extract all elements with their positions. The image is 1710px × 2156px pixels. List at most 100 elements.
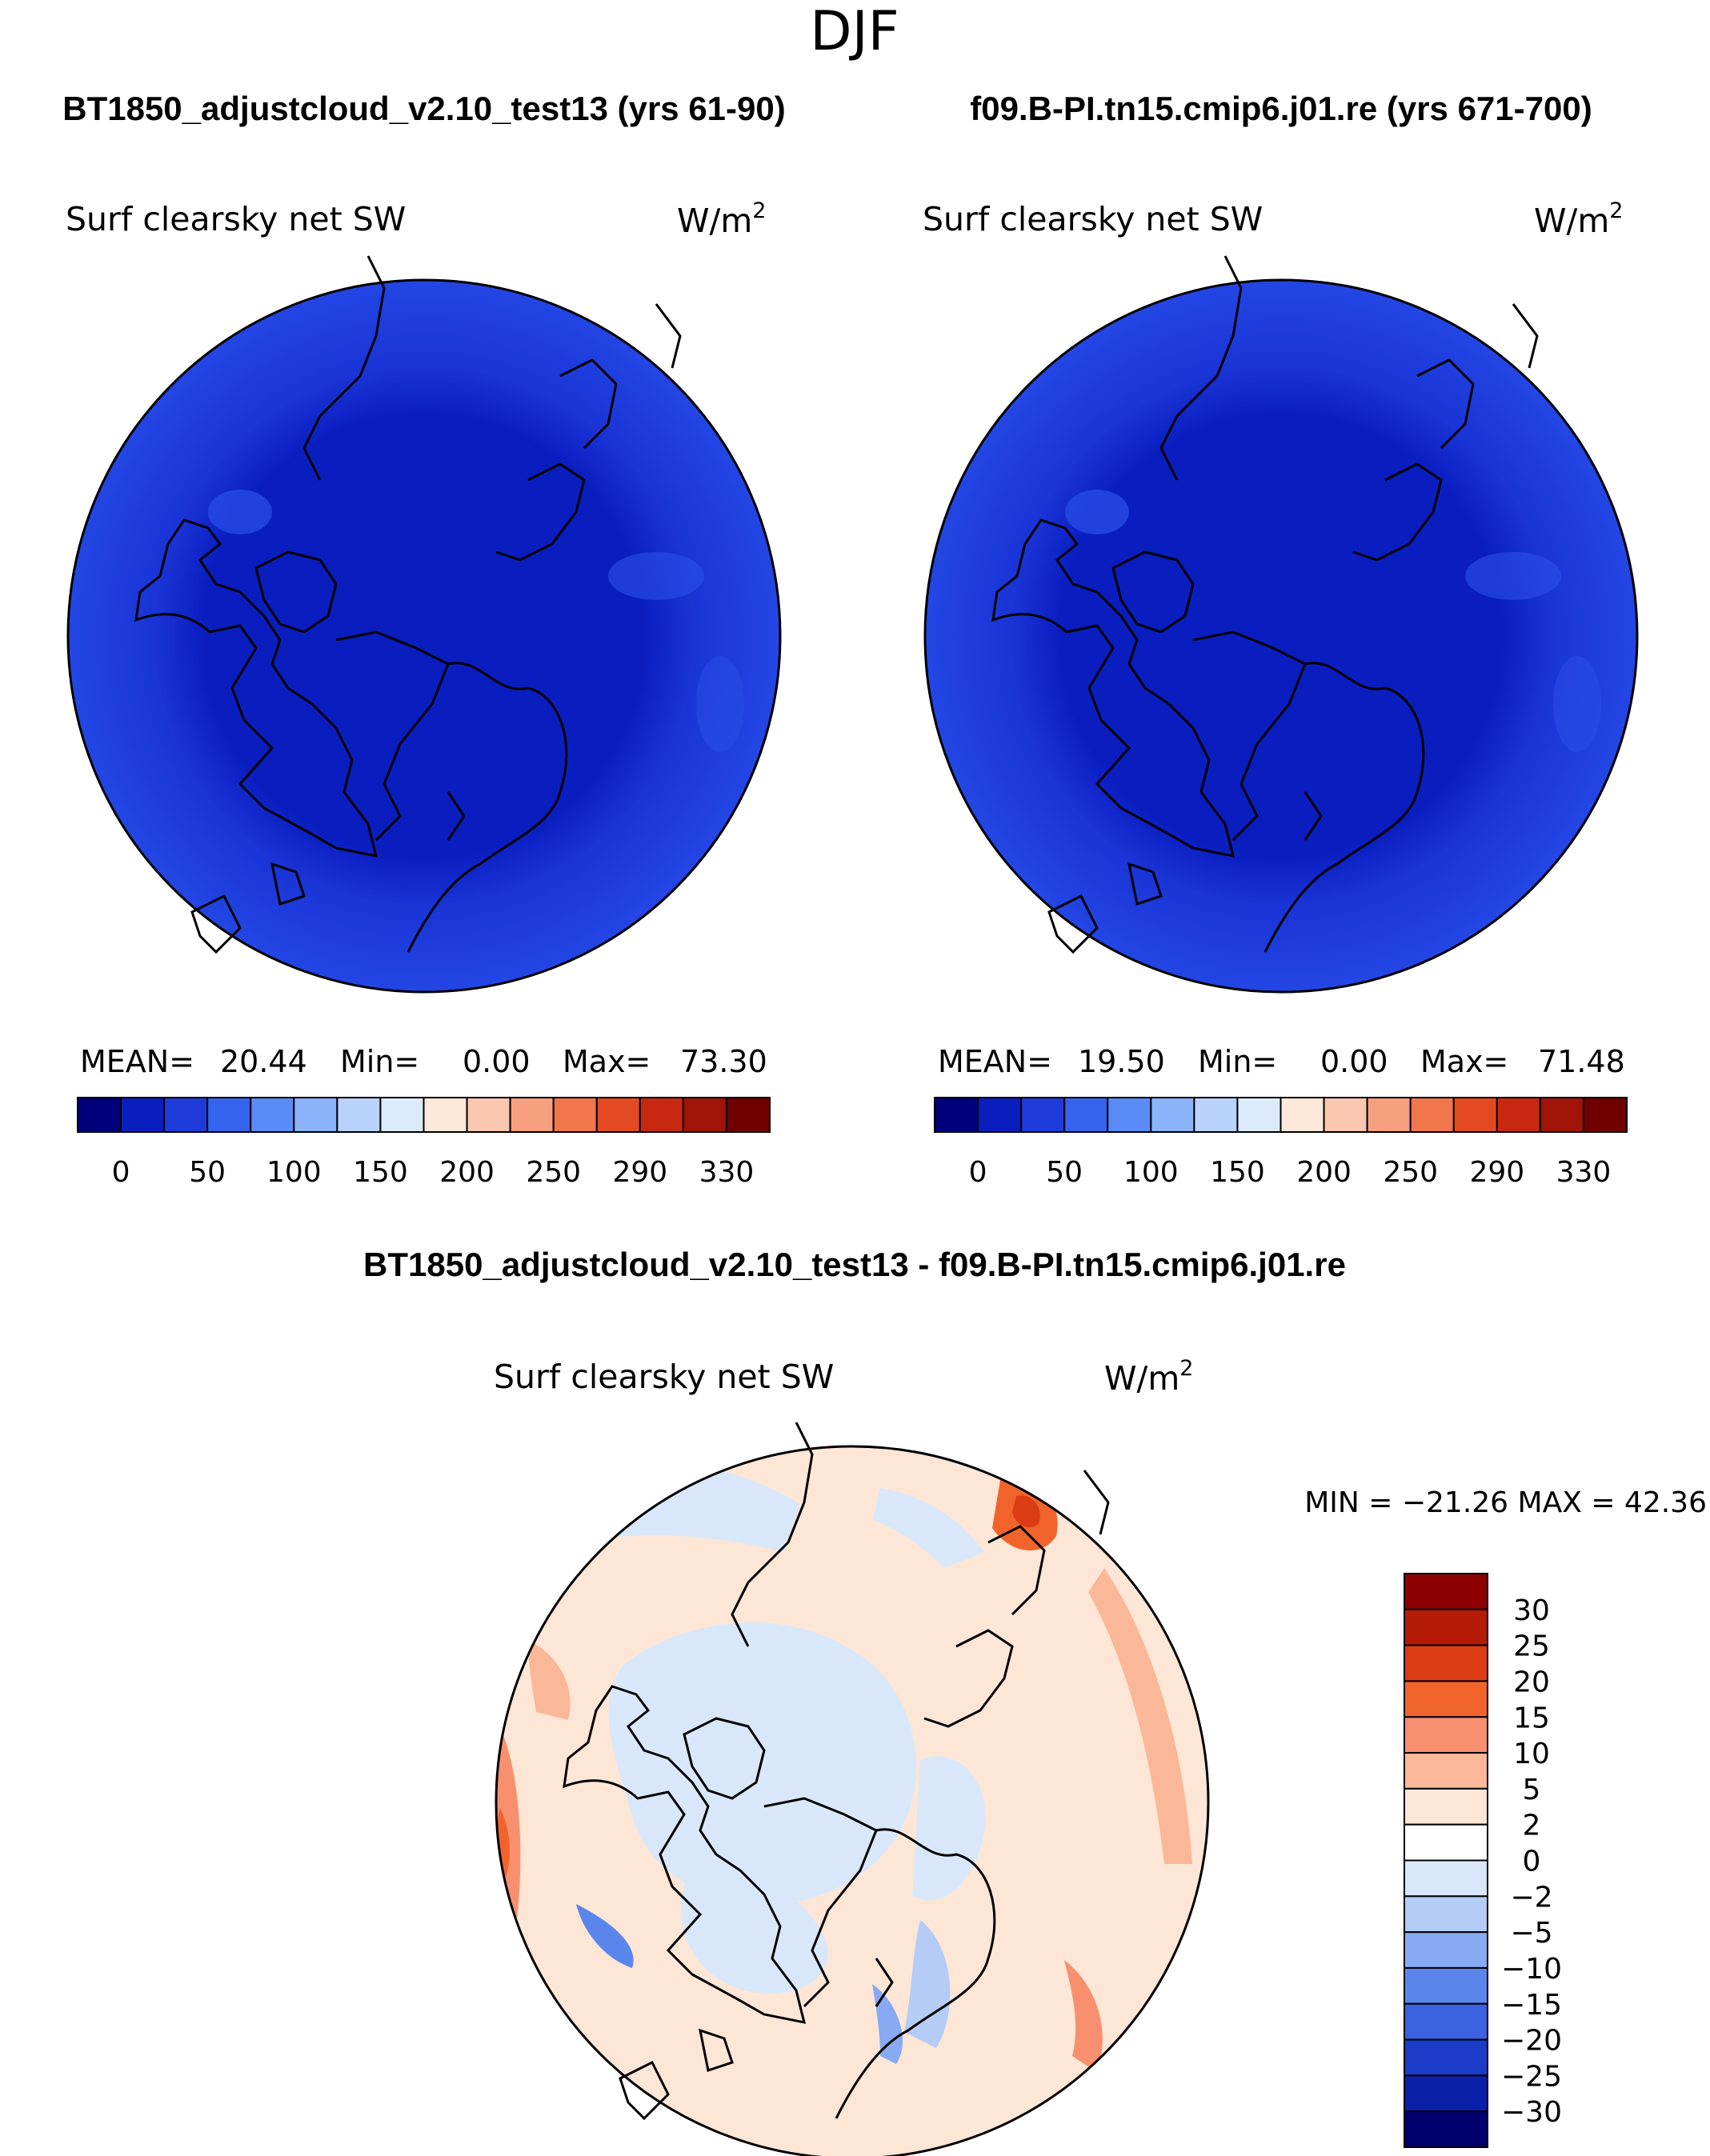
colorbar-diff-swatch <box>1404 1787 1488 1826</box>
panel-right-min-label: Min= <box>1198 1044 1277 1079</box>
panel-left-map-boundary <box>66 278 782 994</box>
colorbar-left-swatch <box>595 1097 641 1133</box>
colorbar-left-tick-label: 330 <box>699 1156 755 1189</box>
colorbar-right-swatch <box>1063 1097 1109 1133</box>
panel-left-title: BT1850_adjustcloud_v2.10_test13 (yrs 61-… <box>62 90 785 127</box>
panel-left-min-value: 0.00 <box>463 1044 531 1079</box>
panel-right-max-value: 71.48 <box>1538 1044 1625 1079</box>
colorbar-diff-swatch <box>1404 1859 1488 1898</box>
colorbar-diff-tick-label: 30 <box>1513 1594 1550 1627</box>
colorbar-right-tick-label: 250 <box>1383 1156 1438 1189</box>
colorbar-diff-swatch <box>1404 2038 1488 2077</box>
panel-left: BT1850_adjustcloud_v2.10_test13 (yrs 61-… <box>62 90 785 1189</box>
panel-left-mean-label: MEAN= <box>80 1044 194 1079</box>
colorbar-diff-swatch <box>1404 1680 1488 1718</box>
colorbar-left-tick-label: 200 <box>439 1156 495 1189</box>
colorbar-diff-tick-label: 0 <box>1523 1846 1541 1878</box>
panel-right-mean-label: MEAN= <box>938 1044 1052 1079</box>
colorbar-left-swatch <box>552 1097 598 1133</box>
colorbar-left-swatch <box>509 1097 555 1133</box>
colorbar-right-swatch <box>1452 1097 1498 1133</box>
colorbar-diff-swatch <box>1404 1573 1488 1610</box>
colorbar-diff-swatch <box>1404 2110 1488 2148</box>
colorbar-right-tick-label: 330 <box>1556 1156 1612 1189</box>
colorbar-left-tick-label: 50 <box>189 1156 226 1189</box>
panel-right: f09.B-PI.tn15.cmip6.j01.re (yrs 671-700)… <box>923 90 1639 1189</box>
panel-left-colorbar: 0 50 100 150 200 250 290 330 <box>77 1097 771 1189</box>
panel-diff-map-boundary <box>495 1445 1210 2156</box>
panel-right-field: Surf clearsky net SW <box>923 200 1263 238</box>
panel-left-field: Surf clearsky net SW <box>66 200 406 238</box>
colorbar-left-swatch <box>639 1097 684 1133</box>
panel-left-min-label: Min= <box>340 1044 419 1079</box>
panel-right-units: W/m2 <box>1534 198 1623 240</box>
colorbar-right-swatch <box>1020 1097 1066 1133</box>
colorbar-right-swatch <box>1409 1097 1455 1133</box>
colorbar-left-swatch <box>379 1097 425 1133</box>
panel-diff-minmax: MIN = −21.26 MAX = 42.36 <box>1304 1486 1707 1519</box>
colorbar-right-tick-label: 150 <box>1210 1156 1265 1189</box>
colorbar-left-swatch <box>725 1097 771 1133</box>
colorbar-left-swatch <box>206 1097 252 1133</box>
colorbar-left-swatch <box>163 1097 209 1133</box>
colorbar-diff-tick-label: 20 <box>1513 1666 1550 1698</box>
colorbar-diff-swatch <box>1404 1752 1488 1790</box>
colorbar-diff-tick-label: 2 <box>1523 1810 1541 1842</box>
colorbar-left-swatch <box>466 1097 511 1133</box>
colorbar-diff-tick-label: 10 <box>1513 1738 1550 1770</box>
panel-left-max-label: Max= <box>563 1044 651 1079</box>
colorbar-right-swatch <box>1366 1097 1412 1133</box>
panel-diff-title: BT1850_adjustcloud_v2.10_test13 - f09.B-… <box>363 1246 1346 1283</box>
colorbar-diff-swatch <box>1404 2002 1488 2041</box>
panel-right-title: f09.B-PI.tn15.cmip6.j01.re (yrs 671-700) <box>970 90 1592 127</box>
colorbar-right-tick-label: 290 <box>1469 1156 1524 1189</box>
colorbar-diff-tick-label: 15 <box>1513 1702 1550 1734</box>
colorbar-diff-tick-label: −20 <box>1501 2025 1562 2058</box>
colorbar-left-tick-label: 150 <box>353 1156 408 1189</box>
colorbar-diff-tick-label: −25 <box>1501 2060 1562 2093</box>
panel-diff-coastlines <box>563 1422 1110 2121</box>
panel-left-max-value: 73.30 <box>680 1044 767 1079</box>
colorbar-diff-swatch <box>1404 1931 1488 1969</box>
colorbar-diff-tick-label: −30 <box>1501 2096 1562 2129</box>
colorbar-diff-swatch <box>1404 2074 1488 2113</box>
panel-right-coastlines <box>991 255 1539 954</box>
colorbar-diff-swatch <box>1404 1608 1488 1646</box>
panel-left-map <box>68 280 780 992</box>
colorbar-right-swatch <box>1582 1097 1628 1133</box>
colorbar-right-swatch <box>1193 1097 1239 1133</box>
panel-right-mean-value: 19.50 <box>1078 1044 1165 1079</box>
colorbar-right-tick-label: 0 <box>969 1156 987 1189</box>
colorbar-right-tick-label: 100 <box>1123 1156 1179 1189</box>
colorbar-right-swatch <box>977 1097 1023 1133</box>
colorbar-right-swatch <box>1107 1097 1152 1133</box>
panel-diff: BT1850_adjustcloud_v2.10_test13 - f09.B-… <box>363 1246 1707 2156</box>
panel-left-units: W/m2 <box>677 198 766 240</box>
season-title: DJF <box>810 0 899 63</box>
colorbar-diff-swatch <box>1404 1823 1488 1862</box>
colorbar-left-swatch <box>422 1097 468 1133</box>
colorbar-right-swatch <box>1236 1097 1282 1133</box>
colorbar-right-swatch <box>1279 1097 1325 1133</box>
colorbar-right-swatch <box>1323 1097 1368 1133</box>
colorbar-right-swatch <box>1150 1097 1195 1133</box>
colorbar-left-swatch <box>250 1097 295 1133</box>
colorbar-diff-tick-label: 25 <box>1513 1630 1550 1663</box>
colorbar-diff-tick-label: 5 <box>1523 1774 1541 1806</box>
colorbar-diff-swatch <box>1404 1644 1488 1682</box>
colorbar-diff-swatch <box>1404 1966 1488 2005</box>
colorbar-left-swatch <box>293 1097 338 1133</box>
colorbar-left-swatch <box>120 1097 166 1133</box>
colorbar-diff-tick-label: −15 <box>1501 1989 1562 2022</box>
colorbar-left-tick-label: 250 <box>526 1156 581 1189</box>
colorbar-right-tick-label: 50 <box>1046 1156 1083 1189</box>
panel-right-map-boundary <box>923 278 1639 994</box>
panel-right-min-value: 0.00 <box>1320 1044 1388 1079</box>
panel-diff-units: W/m2 <box>1104 1356 1193 1398</box>
panel-right-colorbar: 0 50 100 150 200 250 290 330 <box>934 1097 1628 1189</box>
colorbar-diff-swatch <box>1404 1895 1488 1934</box>
colorbar-left-swatch <box>336 1097 382 1133</box>
panel-right-max-label: Max= <box>1420 1044 1508 1079</box>
